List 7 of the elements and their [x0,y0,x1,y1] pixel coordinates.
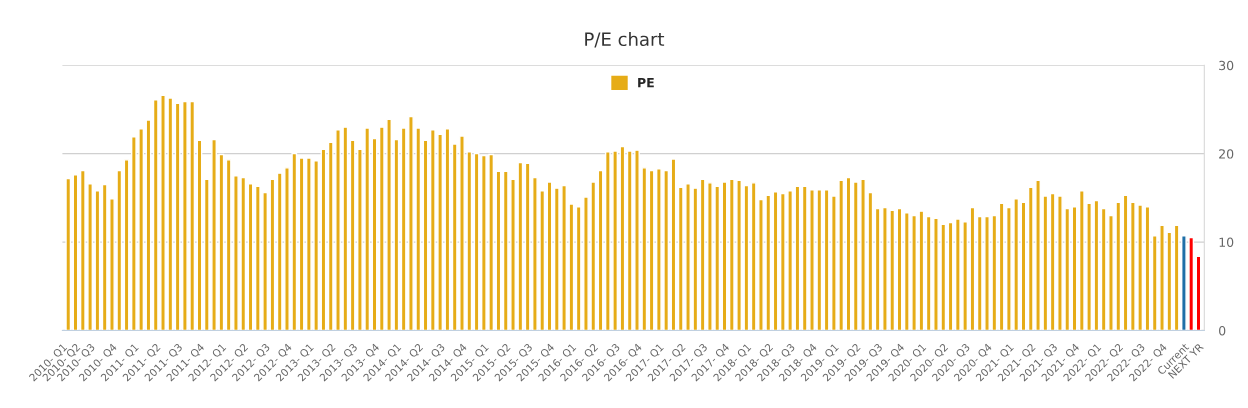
y-tick-label: 10 [1219,237,1234,248]
chart-title: P/E chart [585,32,665,48]
y-tick-label: 20 [1219,149,1234,159]
bar [65,177,72,331]
legend-label: PE [638,78,654,88]
y-tick-label: 0 [1219,325,1226,336]
y-tick-label: 30 [1219,60,1234,71]
